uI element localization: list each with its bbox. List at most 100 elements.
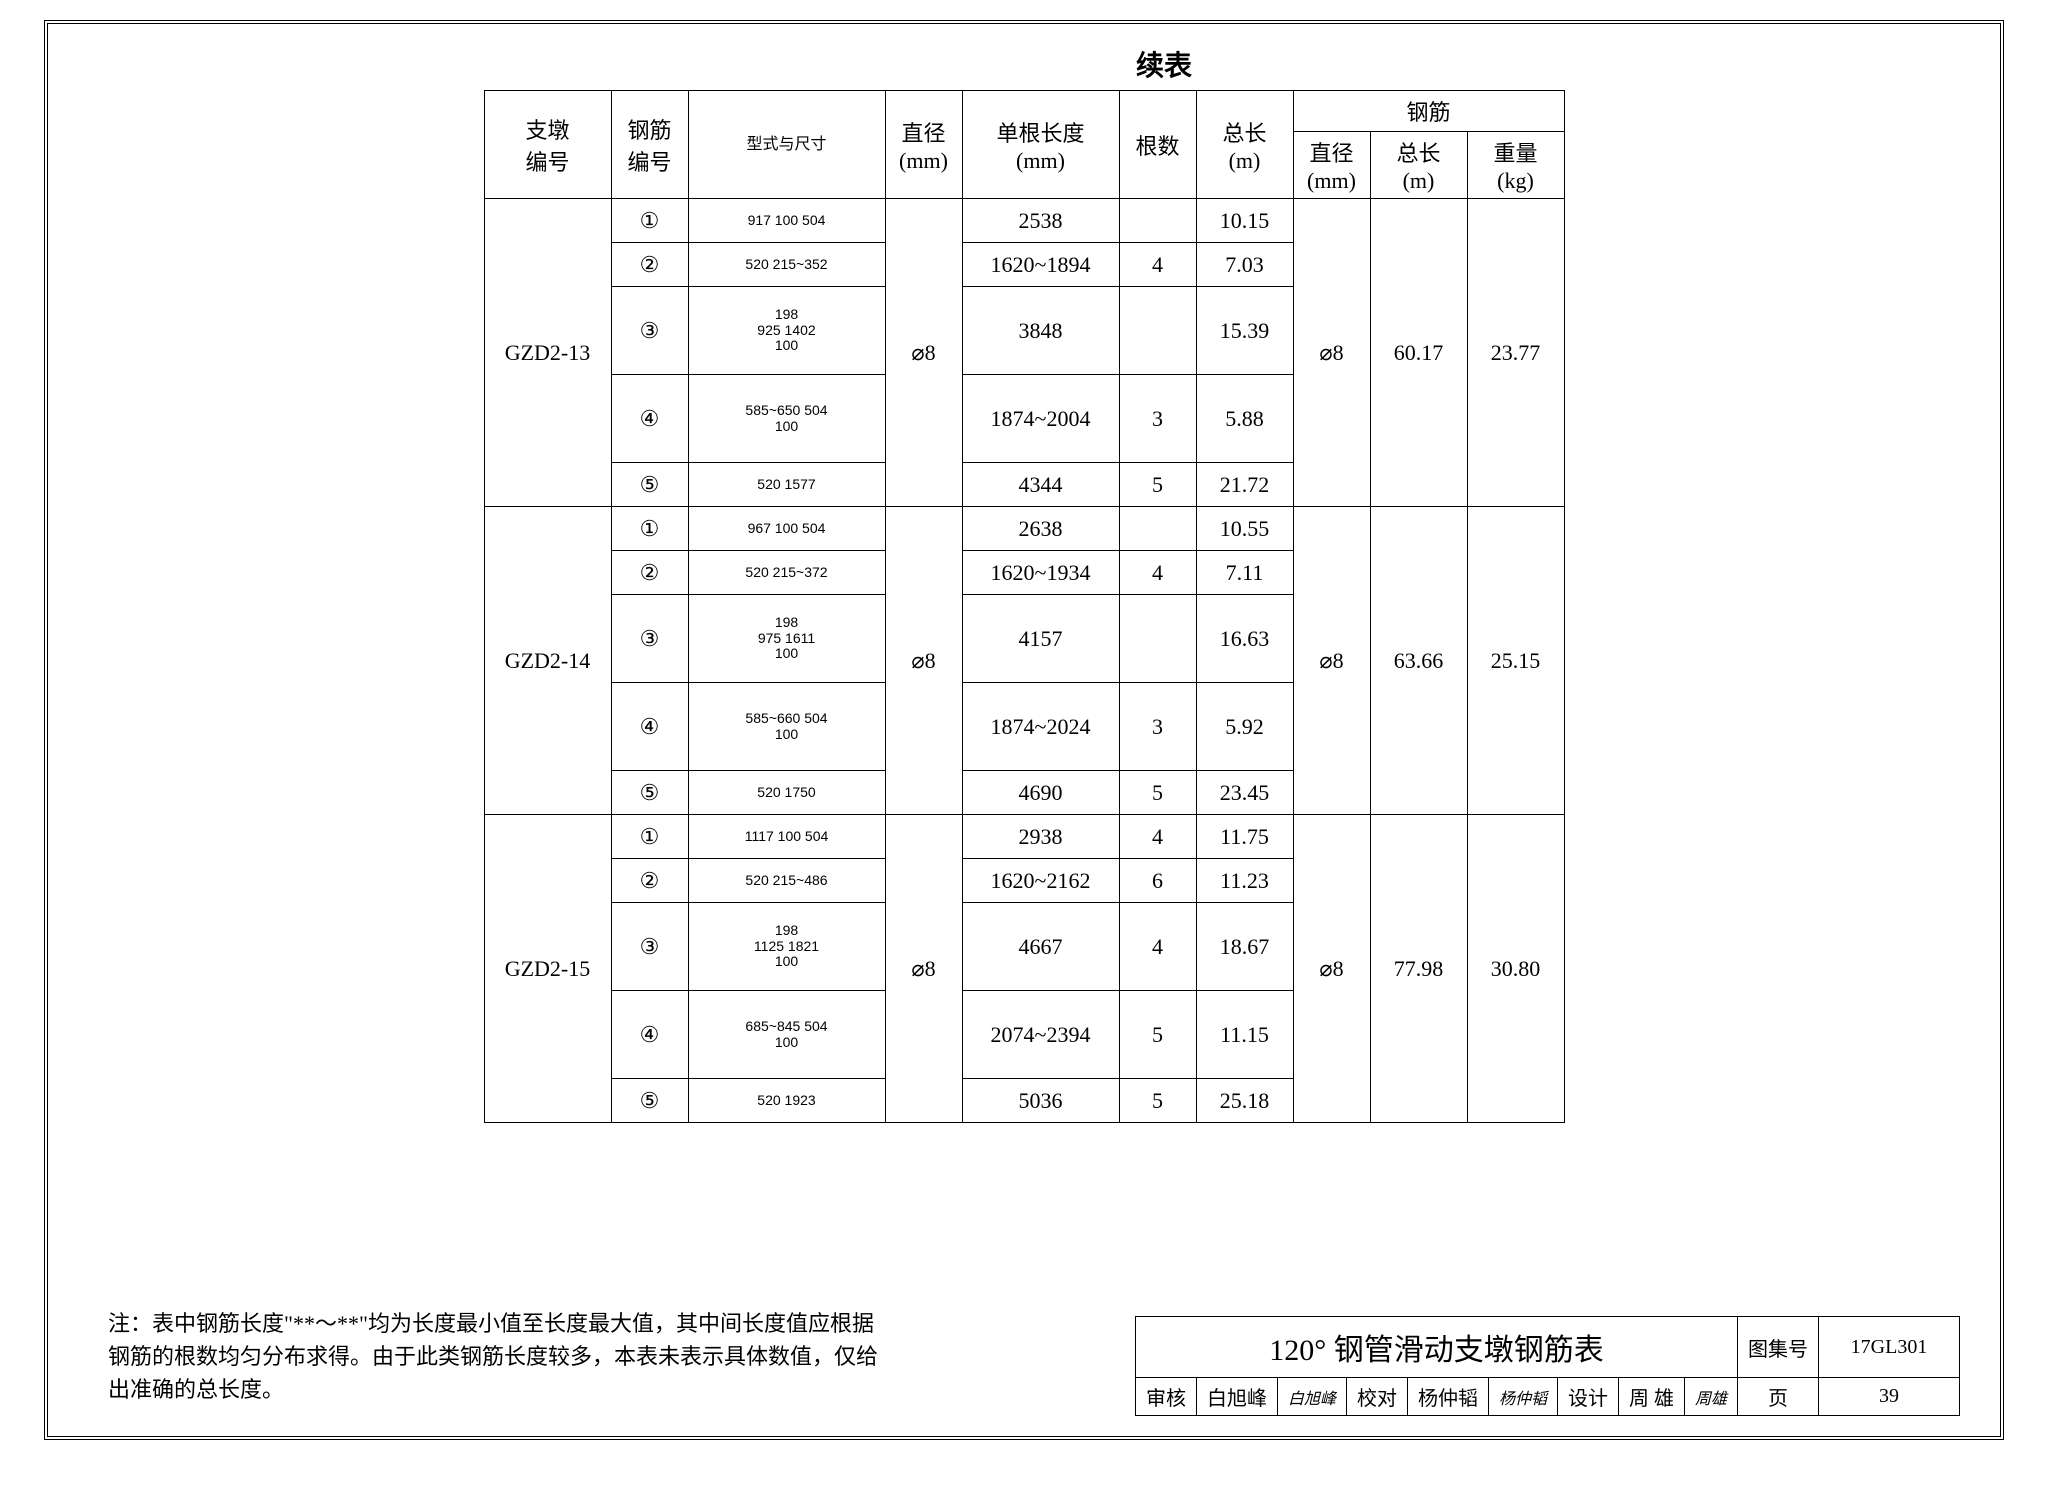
cell-shape: 967 100 504: [688, 507, 885, 551]
cell-s-wt: 30.80: [1467, 815, 1564, 1123]
table-row: GZD2-15①1117 100 504⌀82938411.75⌀877.983…: [484, 815, 1564, 859]
cell-single-len: 1874~2004: [962, 375, 1119, 463]
cell-total-len: 11.23: [1196, 859, 1293, 903]
cell-shape: 198 925 1402 100: [688, 287, 885, 375]
cell-single-len: 5036: [962, 1079, 1119, 1123]
cell-count: [1119, 199, 1196, 243]
cell-count: 4: [1119, 243, 1196, 287]
tb-page-label: 页: [1738, 1378, 1819, 1416]
cell-shape: 198 1125 1821 100: [688, 903, 885, 991]
cell-count: 4: [1119, 551, 1196, 595]
cell-rebar-no: ②: [611, 551, 688, 595]
tb-shenhe-name: 白旭峰: [1196, 1378, 1277, 1416]
hdr-single-len: 单根长度 (mm): [962, 91, 1119, 199]
cell-rebar-no: ④: [611, 375, 688, 463]
cell-rebar-no: ③: [611, 595, 688, 683]
cell-s-dia: ⌀8: [1293, 199, 1370, 507]
cell-count: [1119, 287, 1196, 375]
cell-total-len: 7.11: [1196, 551, 1293, 595]
cell-zhidun: GZD2-13: [484, 199, 611, 507]
cell-count: [1119, 595, 1196, 683]
cell-count: 4: [1119, 815, 1196, 859]
cell-shape: 585~650 504 100: [688, 375, 885, 463]
cell-single-len: 3848: [962, 287, 1119, 375]
cell-s-wt: 23.77: [1467, 199, 1564, 507]
cell-count: 4: [1119, 903, 1196, 991]
cell-total-len: 11.75: [1196, 815, 1293, 859]
cell-zhidun: GZD2-15: [484, 815, 611, 1123]
hdr-zhidun: 支墩 编号: [484, 91, 611, 199]
cell-rebar-no: ①: [611, 507, 688, 551]
table-row: GZD2-13①917 100 504⌀8253810.15⌀860.1723.…: [484, 199, 1564, 243]
cell-s-dia: ⌀8: [1293, 507, 1370, 815]
cell-total-len: 16.63: [1196, 595, 1293, 683]
tb-page-val: 39: [1819, 1378, 1960, 1416]
cell-single-len: 4667: [962, 903, 1119, 991]
cell-total-len: 21.72: [1196, 463, 1293, 507]
tb-shenhe-sig: 白旭峰: [1277, 1378, 1346, 1416]
cell-total-len: 10.15: [1196, 199, 1293, 243]
hdr-total-len: 总长 (m): [1196, 91, 1293, 199]
cell-diameter: ⌀8: [885, 199, 962, 507]
hdr-s-len: 总长 (m): [1370, 132, 1467, 199]
cell-rebar-no: ①: [611, 815, 688, 859]
table-row: GZD2-14①967 100 504⌀8263810.55⌀863.6625.…: [484, 507, 1564, 551]
cell-single-len: 2638: [962, 507, 1119, 551]
cell-s-len: 77.98: [1370, 815, 1467, 1123]
cell-shape: 585~660 504 100: [688, 683, 885, 771]
tb-tuji-val: 17GL301: [1819, 1317, 1960, 1378]
footnote: 注：表中钢筋长度"**～**"均为长度最小值至长度最大值，其中间长度值应根据钢筋…: [108, 1307, 888, 1406]
hdr-gangjin-no: 钢筋 编号: [611, 91, 688, 199]
cell-zhidun: GZD2-14: [484, 507, 611, 815]
cell-count: 3: [1119, 683, 1196, 771]
cell-rebar-no: ②: [611, 243, 688, 287]
cell-total-len: 25.18: [1196, 1079, 1293, 1123]
cell-rebar-no: ②: [611, 859, 688, 903]
cell-shape: 520 1750: [688, 771, 885, 815]
cell-rebar-no: ③: [611, 903, 688, 991]
cell-rebar-no: ④: [611, 991, 688, 1079]
tb-sheji-name: 周 雄: [1618, 1378, 1684, 1416]
cell-rebar-no: ④: [611, 683, 688, 771]
cell-single-len: 2538: [962, 199, 1119, 243]
cell-rebar-no: ①: [611, 199, 688, 243]
cell-shape: 520 1923: [688, 1079, 885, 1123]
cell-total-len: 5.92: [1196, 683, 1293, 771]
table-title: 续表: [368, 44, 1960, 84]
cell-rebar-no: ⑤: [611, 463, 688, 507]
hdr-shape: 型式与尺寸: [688, 91, 885, 199]
rebar-table: 支墩 编号 钢筋 编号 型式与尺寸 直径 (mm) 单根长度 (mm) 根数 总…: [484, 90, 1565, 1123]
cell-s-wt: 25.15: [1467, 507, 1564, 815]
tb-tuji-label: 图集号: [1738, 1317, 1819, 1378]
cell-single-len: 4157: [962, 595, 1119, 683]
hdr-s-dia: 直径 (mm): [1293, 132, 1370, 199]
cell-count: 5: [1119, 771, 1196, 815]
hdr-count: 根数: [1119, 91, 1196, 199]
cell-diameter: ⌀8: [885, 815, 962, 1123]
cell-shape: 685~845 504 100: [688, 991, 885, 1079]
cell-total-len: 7.03: [1196, 243, 1293, 287]
cell-total-len: 18.67: [1196, 903, 1293, 991]
cell-single-len: 4344: [962, 463, 1119, 507]
cell-single-len: 4690: [962, 771, 1119, 815]
cell-total-len: 23.45: [1196, 771, 1293, 815]
drawing-page: 续表 支墩 编号 钢筋 编号 型式与尺寸 直径 (mm) 单根长度 (mm) 根…: [44, 20, 2004, 1440]
tb-sheji-label: 设计: [1557, 1378, 1618, 1416]
cell-diameter: ⌀8: [885, 507, 962, 815]
cell-shape: 520 215~372: [688, 551, 885, 595]
cell-single-len: 1620~1894: [962, 243, 1119, 287]
cell-shape: 198 975 1611 100: [688, 595, 885, 683]
cell-total-len: 15.39: [1196, 287, 1293, 375]
hdr-diameter: 直径 (mm): [885, 91, 962, 199]
cell-s-len: 60.17: [1370, 199, 1467, 507]
cell-single-len: 1620~2162: [962, 859, 1119, 903]
cell-shape: 520 215~486: [688, 859, 885, 903]
tb-jiaodui-label: 校对: [1346, 1378, 1407, 1416]
cell-rebar-no: ③: [611, 287, 688, 375]
cell-rebar-no: ⑤: [611, 771, 688, 815]
cell-single-len: 1874~2024: [962, 683, 1119, 771]
cell-shape: 520 1577: [688, 463, 885, 507]
cell-shape: 520 215~352: [688, 243, 885, 287]
cell-shape: 1117 100 504: [688, 815, 885, 859]
tb-main-title: 120° 钢管滑动支墩钢筋表: [1135, 1317, 1737, 1378]
